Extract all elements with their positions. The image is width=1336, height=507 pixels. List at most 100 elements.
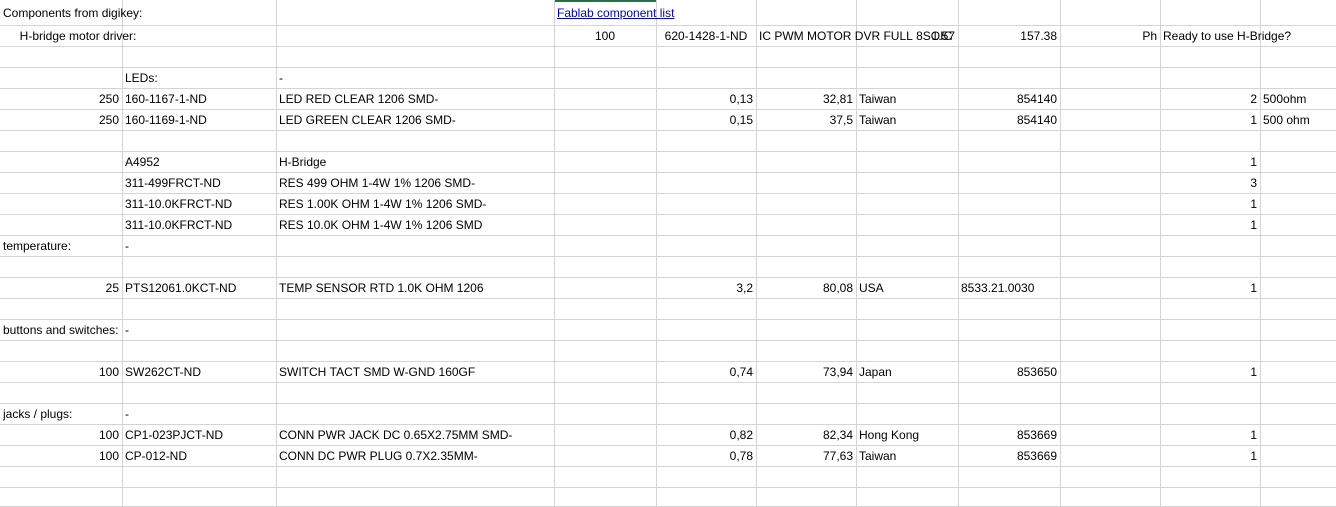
row-gridline [0,466,1336,467]
column-gridline [958,0,959,506]
row-gridline [0,88,1336,89]
sheet-cell[interactable]: 100 [594,28,616,43]
sheet-cell[interactable]: LED RED CLEAR 1206 SMD- [279,91,439,106]
sheet-cell[interactable]: RES 10.0K OHM 1-4W 1% 1206 SMD [279,217,483,232]
sheet-cell[interactable]: LED GREEN CLEAR 1206 SMD- [279,112,456,127]
sheet-cell[interactable]: SW262CT-ND [125,364,202,379]
sheet-cell[interactable]: 500 ohm [1263,112,1310,127]
sheet-cell[interactable]: H-Bridge [279,154,327,169]
sheet-cell[interactable]: 37,5 [829,112,853,127]
sheet-cell[interactable]: 311-10.0KFRCT-ND [125,217,233,232]
sheet-cell[interactable]: 0,13 [729,91,753,106]
row-gridline [0,46,1336,47]
sheet-cell[interactable]: CP1-023PJCT-ND [125,427,224,442]
sheet-cell[interactable]: 2 [1250,91,1257,106]
sheet-cell[interactable]: 620-1428-1-ND [664,28,748,43]
column-gridline [122,0,123,506]
sheet-cell[interactable]: 25 [105,280,119,295]
row-gridline [0,361,1336,362]
sheet-cell[interactable]: IC PWM MOTOR DVR FULL 8SOIC [759,28,953,43]
sheet-cell[interactable]: 8533.21.0030 [961,280,1035,295]
sheet-cell[interactable]: 853650 [1016,364,1057,379]
sheet-cell[interactable]: CONN PWR JACK DC 0.65X2.75MM SMD- [279,427,513,442]
sheet-cell[interactable]: 157.38 [1020,28,1057,43]
sheet-cell[interactable]: Taiwan [859,112,897,127]
row-gridline [0,214,1336,215]
sheet-cell[interactable]: 1 [1250,196,1257,211]
row-gridline [0,151,1336,152]
sheet-cell[interactable]: 100 [98,364,119,379]
sheet-cell[interactable]: 1 [1250,217,1257,232]
sheet-cell[interactable]: 0,82 [729,427,753,442]
sheet-cell[interactable]: Japan [859,364,892,379]
sheet-cell[interactable]: buttons and switches: [3,322,119,337]
row-gridline [0,403,1336,404]
sheet-cell[interactable]: - [125,406,129,421]
sheet-cell[interactable]: - [125,238,129,253]
sheet-cell[interactable]: 854140 [1016,112,1057,127]
sheet-cell[interactable]: Components from digikey: [3,5,143,20]
row-gridline [0,172,1336,173]
sheet-cell[interactable]: Hong Kong [859,427,920,442]
row-gridline [0,67,1336,68]
sheet-cell[interactable]: 3 [1250,175,1257,190]
sheet-cell[interactable]: 77,63 [822,448,853,463]
sheet-cell[interactable]: 854140 [1016,91,1057,106]
row-gridline [0,298,1336,299]
sheet-cell[interactable]: - [125,322,129,337]
sheet-cell[interactable]: A4952 [125,154,160,169]
sheet-cell[interactable]: 853669 [1016,448,1057,463]
sheet-cell[interactable]: 250 [98,112,119,127]
sheet-cell[interactable]: PTS12061.0KCT-ND [125,280,237,295]
sheet-cell[interactable]: 1 [1250,448,1257,463]
sheet-cell[interactable]: SWITCH TACT SMD W-GND 160GF [279,364,476,379]
sheet-cell[interactable]: USA [859,280,884,295]
sheet-cell[interactable]: 1 [1250,280,1257,295]
sheet-cell[interactable]: 1 [1250,427,1257,442]
sheet-cell[interactable]: RES 499 OHM 1-4W 1% 1206 SMD- [279,175,476,190]
sheet-cell[interactable]: 73,94 [822,364,853,379]
sheet-cell[interactable]: 160-1167-1-ND [125,91,207,106]
column-gridline [756,0,757,506]
sheet-cell[interactable]: LEDs: [125,70,158,85]
sheet-cell[interactable]: jacks / plugs: [3,406,73,421]
sheet-cell[interactable]: 1 [1250,112,1257,127]
row-gridline [0,445,1336,446]
sheet-cell[interactable]: 500ohm [1263,91,1307,106]
sheet-cell[interactable]: 311-10.0KFRCT-ND [125,196,233,211]
sheet-cell[interactable]: RES 1.00K OHM 1-4W 1% 1206 SMD- [279,196,487,211]
sheet-cell[interactable]: 100 [98,448,119,463]
sheet-cell[interactable]: Taiwan [859,91,897,106]
sheet-cell[interactable]: TEMP SENSOR RTD 1.0K OHM 1206 [279,280,484,295]
sheet-cell[interactable]: 0,15 [729,112,753,127]
row-gridline [0,277,1336,278]
sheet-cell[interactable]: H-bridge motor driver: [3,28,137,43]
row-gridline [0,256,1336,257]
sheet-cell[interactable]: 80,08 [822,280,853,295]
sheet-cell[interactable]: 250 [98,91,119,106]
sheet-cell[interactable]: 160-1169-1-ND [125,112,207,127]
sheet-cell[interactable]: 100 [98,427,119,442]
fablab-component-list-link[interactable]: Fablab component list [557,5,675,20]
sheet-cell[interactable]: Ready to use H-Bridge? [1163,28,1292,43]
sheet-cell[interactable]: 853669 [1016,427,1057,442]
sheet-cell[interactable]: 0,74 [729,364,753,379]
sheet-cell[interactable]: 1 [1250,364,1257,379]
sheet-cell[interactable]: 0,78 [729,448,753,463]
sheet-cell[interactable]: temperature: [3,238,72,253]
column-gridline [276,0,277,506]
column-gridline [554,0,555,506]
sheet-cell[interactable]: 3,2 [736,280,753,295]
sheet-cell[interactable]: - [279,70,283,85]
sheet-cell[interactable]: CP-012-ND [125,448,188,463]
sheet-cell[interactable]: 311-499FRCT-ND [125,175,221,190]
sheet-cell[interactable]: Taiwan [859,448,897,463]
sheet-cell[interactable]: 1 [1250,154,1257,169]
sheet-cell[interactable]: 1.57 [931,28,955,43]
sheet-cell[interactable]: Ph [1142,28,1157,43]
sheet-cell[interactable]: CONN DC PWR PLUG 0.7X2.35MM- [279,448,478,463]
sheet-cell[interactable]: 82,34 [822,427,853,442]
sheet-cell[interactable]: 32,81 [822,91,853,106]
row-gridline [0,130,1336,131]
